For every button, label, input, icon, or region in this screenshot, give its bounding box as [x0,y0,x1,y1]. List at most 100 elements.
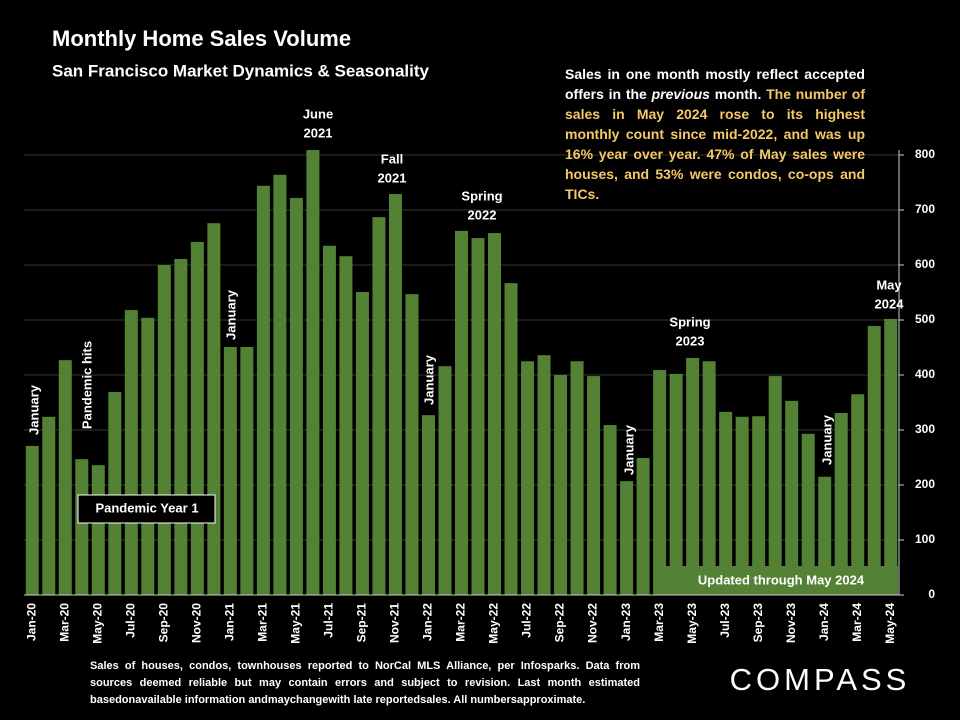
bar [256,185,270,596]
period-label: Pandemic Year 1 [95,500,198,515]
annotation: Pandemic hits [79,341,94,429]
bar [124,310,138,595]
bar [834,412,848,595]
bar [587,376,601,595]
annotation: 2023 [676,333,705,348]
bar [108,392,122,595]
bar [25,445,39,595]
bar [702,361,716,595]
annotation: Fall [381,151,403,166]
bar [620,481,634,595]
annotation: 2021 [378,170,407,185]
bar [75,459,89,595]
bar [603,425,617,595]
bar [768,376,782,595]
bar [669,373,683,595]
bar [273,174,287,596]
bar [42,416,56,595]
annotation: Spring [669,314,710,329]
note-text: month. [714,86,762,102]
x-tick-label: Jul-23 [718,603,732,638]
x-tick-label: Nov-21 [388,603,402,643]
bar [686,357,700,595]
bar [223,346,237,595]
x-tick-label: Nov-23 [784,603,798,643]
x-tick-label: May-23 [685,603,699,644]
annotation: January [819,414,834,465]
bar [818,476,832,595]
bar [867,326,881,595]
annotation: 2022 [468,207,497,222]
y-tick-label: 700 [915,202,935,216]
annotation: January [421,354,436,405]
logo: COMPASS [730,662,911,697]
x-tick-label: Jul-20 [123,603,137,638]
y-tick-label: 800 [915,147,935,161]
annotation: 2024 [875,296,905,311]
bar [157,265,171,595]
bar [884,318,898,595]
bar [719,411,733,595]
x-tick-label: Jul-22 [520,603,534,638]
bar [289,197,303,595]
bar [636,458,650,595]
bar [240,346,254,595]
annotation: January [621,424,636,475]
bar [355,291,369,595]
x-tick-label: Sep-21 [355,603,369,643]
y-tick-label: 300 [915,422,935,436]
annotation: May [876,277,902,292]
bar [207,223,221,595]
x-tick-label: Sep-20 [157,603,171,643]
bar [504,283,518,595]
bar [174,258,188,595]
y-tick-label: 400 [915,367,935,381]
bar [471,238,485,596]
bar [388,194,402,596]
x-tick-label: Mar-21 [256,603,270,642]
footnote: Sales of houses, condos, townhouses repo… [90,660,640,706]
period-box [77,494,216,524]
annotation: 2021 [304,125,333,140]
x-tick-label: Mar-23 [652,603,666,642]
bar [785,400,799,595]
chart-title: Monthly Home Sales Volume [52,26,351,51]
x-tick-label: Jan-24 [817,603,831,641]
x-tick-label: Nov-22 [586,603,600,643]
bar [421,415,435,595]
bar [306,150,320,596]
bar [91,465,105,595]
x-tick-label: Jan-20 [24,603,38,641]
y-tick-label: 200 [915,477,935,491]
x-tick-label: Mar-22 [454,603,468,642]
x-tick-label: Jan-21 [223,603,237,641]
bar [570,361,584,595]
bar [455,230,468,595]
bar [141,317,155,595]
x-tick-label: May-21 [289,603,303,644]
bar [372,217,386,595]
note-italic: previous [651,86,710,102]
note-text: Sales in one month mostly reflect accept… [565,66,865,102]
bar [735,416,749,595]
x-tick-label: Jan-22 [421,603,435,641]
x-tick-label: Mar-24 [850,603,864,642]
bar [537,355,551,595]
bar [339,256,353,595]
x-tick-label: Jan-23 [619,603,633,641]
annotation: January [223,289,238,340]
bar [405,294,419,595]
update-box [660,566,898,595]
update-label: Updated through May 2024 [698,572,865,587]
x-tick-label: Mar-20 [57,603,71,642]
bar [851,394,865,595]
annotation: January [26,384,41,435]
bar [521,361,535,595]
annotation: Spring [461,188,502,203]
x-tick-label: Nov-20 [190,603,204,643]
bar [801,433,815,595]
bar [653,370,667,595]
bar [554,375,568,595]
